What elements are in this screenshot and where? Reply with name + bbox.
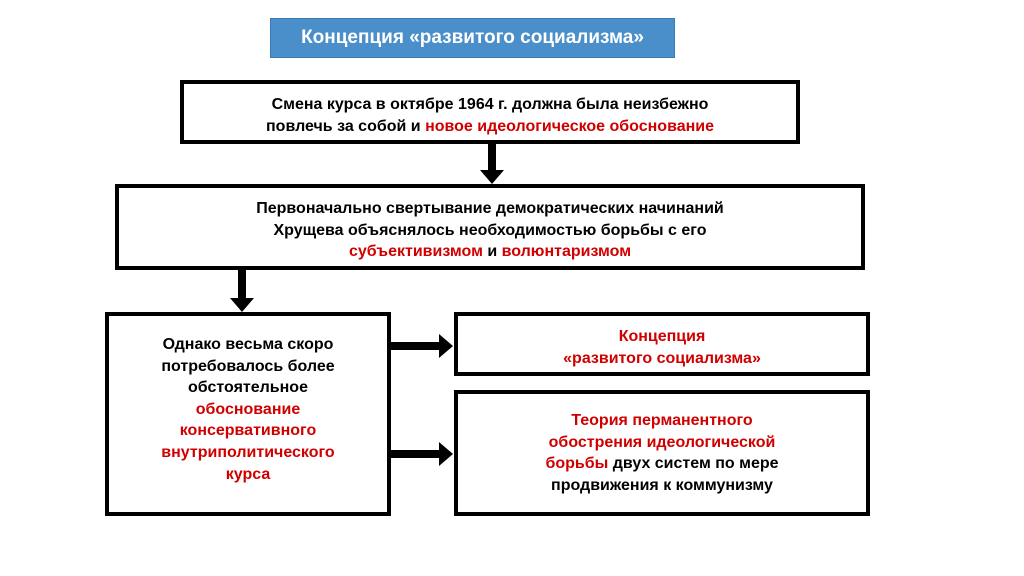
arrow-2-3: [230, 270, 254, 312]
diagram-title: Концепция «развитого социализма»: [270, 18, 675, 58]
box3-line6: внутриполитического: [123, 442, 373, 464]
box2-line1: Первоначально свертывание демократически…: [133, 198, 847, 220]
box2-line3-seg2: волюнтаризмом: [502, 243, 631, 260]
box2-line3-seg1: и: [483, 243, 502, 260]
box1-line2-seg0: повлечь за собой и: [266, 118, 425, 135]
box3-line7: курса: [123, 464, 373, 486]
box3-line4: обоснование: [123, 399, 373, 421]
arrow-1-2: [480, 144, 504, 184]
box5-line1: Теория перманентного: [472, 410, 852, 432]
box3-line3: обстоятельное: [123, 377, 373, 399]
box5-line4: продвижения к коммунизму: [472, 475, 852, 497]
box3-line2: потребовалось более: [123, 356, 373, 378]
box5-line3-seg0: борьбы: [545, 455, 612, 472]
box-need-justification: Однако весьма скоро потребовалось более …: [105, 312, 391, 516]
box5-line3: борьбы двух систем по мере: [472, 453, 852, 475]
box3-line5: консервативного: [123, 420, 373, 442]
box1-line2-seg1: новое идеологическое обоснование: [425, 118, 714, 135]
box1-line1: Смена курса в октябре 1964 г. должна был…: [198, 94, 782, 116]
box-concept-socialism: Концепция «развитого социализма»: [454, 312, 870, 376]
title-text: Концепция «развитого социализма»: [301, 27, 644, 48]
box-curtailment: Первоначально свертывание демократически…: [115, 184, 865, 270]
box-course-change: Смена курса в октябре 1964 г. должна был…: [180, 80, 800, 144]
box2-line3: субъективизмом и волюнтаризмом: [133, 241, 847, 263]
arrow-3-5: [391, 442, 453, 466]
arrow-3-4: [391, 334, 453, 358]
box2-line3-seg0: субъективизмом: [349, 243, 483, 260]
box-theory-struggle: Теория перманентного обострения идеологи…: [454, 390, 870, 516]
box3-line1: Однако весьма скоро: [123, 334, 373, 356]
box4-line1: Концепция: [472, 326, 852, 348]
box5-line2: обострения идеологической: [472, 432, 852, 454]
box2-line2: Хрущева объяснялось необходимостью борьб…: [133, 220, 847, 242]
box4-line2: «развитого социализма»: [472, 348, 852, 370]
box5-line3-seg1: двух систем по мере: [613, 455, 779, 472]
box1-line2: повлечь за собой и новое идеологическое …: [198, 116, 782, 138]
